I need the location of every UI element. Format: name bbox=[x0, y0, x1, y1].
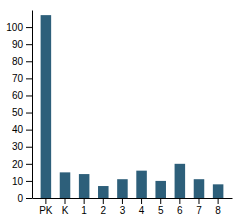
tick-label: PK bbox=[39, 205, 53, 216]
tick-label: 80 bbox=[12, 56, 24, 67]
tick: K bbox=[62, 198, 69, 216]
tick-label: 7 bbox=[196, 205, 202, 216]
tick: 60 bbox=[12, 90, 32, 101]
tick-mark bbox=[218, 198, 219, 204]
tick-label: 1 bbox=[81, 205, 87, 216]
tick-mark bbox=[198, 198, 199, 204]
tick-label: K bbox=[62, 205, 69, 216]
tick-mark bbox=[26, 147, 32, 148]
tick-mark bbox=[65, 198, 66, 204]
y-axis: 0 10 20 30 40 50 60 70 80 90 100 bbox=[6, 11, 32, 204]
tick: 100 bbox=[6, 22, 32, 33]
tick-mark bbox=[179, 198, 180, 204]
bar bbox=[213, 184, 224, 198]
tick-label: 2 bbox=[101, 205, 107, 216]
bar bbox=[79, 174, 90, 198]
tick: 3 bbox=[120, 198, 126, 216]
tick-label: 50 bbox=[12, 107, 24, 118]
bar bbox=[155, 181, 166, 198]
tick-mark bbox=[26, 61, 32, 62]
tick-label: 4 bbox=[139, 205, 145, 216]
tick-mark bbox=[122, 198, 123, 204]
tick-mark bbox=[26, 198, 32, 199]
tick-mark bbox=[26, 181, 32, 182]
tick-label: 40 bbox=[12, 124, 24, 135]
tick-mark bbox=[84, 198, 85, 204]
bar bbox=[194, 179, 205, 198]
axis-line bbox=[33, 198, 233, 199]
bar bbox=[136, 171, 147, 198]
tick-label: 5 bbox=[158, 205, 164, 216]
tick-mark bbox=[26, 113, 32, 114]
bar bbox=[60, 172, 71, 198]
tick: 40 bbox=[12, 124, 32, 135]
plot: 0 10 20 30 40 50 60 70 80 90 100 PK K 1 2 3 4 5 6 7 8 bbox=[6, 11, 232, 217]
tick: 2 bbox=[101, 198, 107, 216]
tick: 20 bbox=[12, 159, 32, 170]
tick: 4 bbox=[139, 198, 145, 216]
tick-mark bbox=[45, 198, 46, 204]
tick-mark bbox=[26, 27, 32, 28]
tick-label: 70 bbox=[12, 73, 24, 84]
tick: PK bbox=[39, 198, 53, 216]
tick-label: 60 bbox=[12, 90, 24, 101]
chart: 0 10 20 30 40 50 60 70 80 90 100 PK K 1 2 3 4 5 6 7 8 bbox=[0, 0, 240, 220]
tick-label: 90 bbox=[12, 39, 24, 50]
tick: 8 bbox=[215, 198, 221, 216]
tick: 70 bbox=[12, 73, 32, 84]
tick: 1 bbox=[81, 198, 87, 216]
tick-label: 30 bbox=[12, 141, 24, 152]
bar bbox=[98, 186, 109, 198]
bars bbox=[41, 15, 224, 198]
tick-mark bbox=[26, 164, 32, 165]
bar bbox=[117, 179, 128, 198]
tick: 0 bbox=[17, 193, 32, 204]
tick: 80 bbox=[12, 56, 32, 67]
tick-label: 6 bbox=[177, 205, 183, 216]
axis-line bbox=[32, 11, 33, 199]
bar bbox=[175, 164, 186, 198]
tick-label: 10 bbox=[12, 176, 24, 187]
x-axis: PK K 1 2 3 4 5 6 7 8 bbox=[33, 198, 233, 216]
tick: 10 bbox=[12, 176, 32, 187]
tick-label: 100 bbox=[6, 22, 23, 33]
tick-label: 3 bbox=[120, 205, 126, 216]
tick: 7 bbox=[196, 198, 202, 216]
tick-mark bbox=[26, 95, 32, 96]
tick-label: 20 bbox=[12, 159, 24, 170]
tick-mark bbox=[26, 44, 32, 45]
tick-mark bbox=[26, 130, 32, 131]
tick-label: 8 bbox=[215, 205, 221, 216]
tick: 6 bbox=[177, 198, 183, 216]
tick: 5 bbox=[158, 198, 164, 216]
tick-label: 0 bbox=[17, 193, 23, 204]
tick: 30 bbox=[12, 141, 32, 152]
tick: 90 bbox=[12, 39, 32, 50]
bar bbox=[41, 15, 52, 198]
tick-mark bbox=[26, 78, 32, 79]
tick-mark bbox=[141, 198, 142, 204]
tick-mark bbox=[103, 198, 104, 204]
tick-mark bbox=[160, 198, 161, 204]
tick: 50 bbox=[12, 107, 32, 118]
